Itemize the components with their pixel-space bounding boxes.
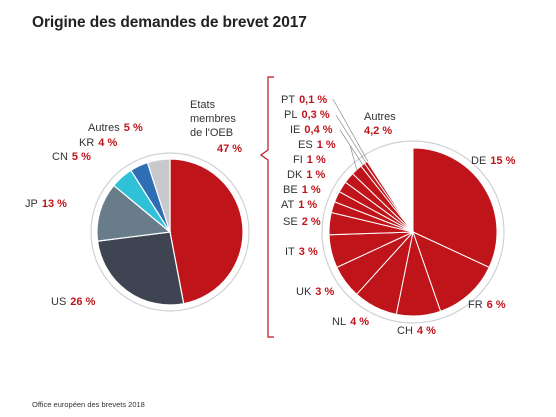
leader-line-pt (333, 99, 368, 161)
slice-label-pl: PL (284, 109, 297, 121)
source-note: Office européen des brevets 2018 (32, 400, 145, 409)
slice-label-etats-membres-de-l-oeb-line-1: Etats (190, 99, 216, 111)
slice-value-ie: 0,4 % (304, 124, 332, 136)
slice-label-es: ES (298, 139, 313, 151)
slice-value-jp: 13 % (42, 198, 67, 210)
slice-value-dk: 1 % (306, 169, 325, 181)
slice-value-right-autres: 4,2 % (364, 125, 392, 137)
slice-label-be: BE (283, 184, 298, 196)
slice-value-fr: 6 % (487, 299, 506, 311)
leader-line-pl (336, 115, 366, 162)
slice-label-it: IT (285, 246, 295, 258)
slice-value-pt: 0,1 % (299, 94, 327, 106)
slice-value-cn: 5 % (72, 151, 91, 163)
slice-value-ch: 4 % (417, 325, 436, 337)
slice-value-etats-membres-de-l-oeb: 47 % (217, 143, 242, 155)
pie-slice-etats-membres-de-l-oeb (170, 159, 243, 304)
slice-label-etats-membres-de-l-oeb-line-3: de l'OEB (190, 127, 233, 139)
slice-label-ie: IE (290, 124, 300, 136)
slice-label-us: US (51, 296, 66, 308)
slice-label-ch: CH (397, 325, 413, 337)
slice-label-fr: FR (468, 299, 483, 311)
slice-label-right-autres: Autres (364, 111, 396, 123)
slice-value-pl: 0,3 % (301, 109, 329, 121)
slice-label-nl: NL (332, 316, 346, 328)
slice-label-de: DE (471, 155, 486, 167)
slice-value-fi: 1 % (307, 154, 326, 166)
slice-label-jp: JP (25, 198, 38, 210)
slice-label-at: AT (281, 199, 295, 211)
slice-value-us: 26 % (70, 296, 95, 308)
slice-value-se: 2 % (302, 216, 321, 228)
slice-value-nl: 4 % (350, 316, 369, 328)
slice-value-es: 1 % (317, 139, 336, 151)
slice-value-at: 1 % (298, 199, 317, 211)
slice-value-autres: 5 % (124, 122, 143, 134)
slice-label-autres: Autres (88, 122, 120, 134)
slice-value-be: 1 % (302, 184, 321, 196)
leader-line-ie (340, 130, 363, 165)
slice-label-pt: PT (281, 94, 295, 106)
slice-label-cn: CN (52, 151, 68, 163)
slice-label-se: SE (283, 216, 298, 228)
slice-label-etats-membres-de-l-oeb-line-2: membres (190, 113, 236, 125)
slice-value-it: 3 % (299, 246, 318, 258)
slice-value-de: 15 % (490, 155, 515, 167)
pie-slice-us (98, 232, 184, 305)
slice-label-dk: DK (287, 169, 303, 181)
connector-bracket (261, 77, 274, 337)
slice-label-uk: UK (296, 286, 312, 298)
slice-value-uk: 3 % (315, 286, 334, 298)
slice-label-kr: KR (79, 137, 94, 149)
slice-label-fi: FI (293, 154, 303, 166)
slice-value-kr: 4 % (98, 137, 117, 149)
